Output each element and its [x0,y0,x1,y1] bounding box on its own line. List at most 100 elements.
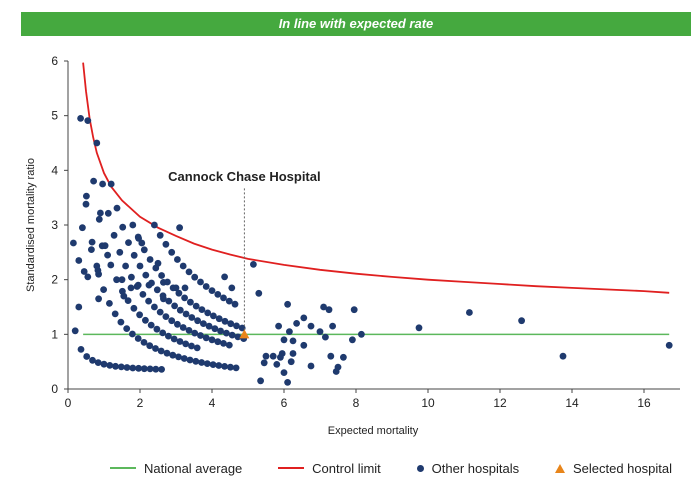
selected-hospital-swatch [554,463,565,473]
other-hospital-point [145,297,153,305]
other-hospital-point [284,300,291,308]
other-hospital-point [152,264,160,272]
other-hospital-point [151,303,158,311]
other-hospital-point [80,268,88,275]
other-hospital-point [152,365,160,373]
other-hospital-point [119,287,126,295]
x-tick-label: 10 [421,396,435,410]
other-hospital-point [286,328,293,335]
other-hospital-point [174,256,181,263]
other-hospital-point [127,273,135,281]
other-hospital-point [77,346,85,353]
other-hospital-point [118,276,126,284]
other-hospital-point [101,242,109,250]
other-hospital-point [164,278,171,286]
other-hospital-point [136,311,144,319]
other-hospital-point [200,320,207,327]
y-tick-label: 6 [51,54,58,68]
other-hospital-point [320,303,327,311]
other-hospital-point [176,338,184,345]
other-hospital-point [349,336,356,344]
other-hospital-point [99,180,106,188]
other-hospital-point [273,361,281,368]
other-hospital-point [181,284,189,292]
other-hospital-point [220,294,227,302]
x-tick-label: 6 [281,396,288,410]
other-hospital-point [191,329,199,337]
other-hospital-point [168,317,176,325]
other-hospital-point [159,329,167,337]
other-hospital-point [186,356,194,364]
legend: National average Control limit Other hos… [110,458,672,478]
other-hospital-point [185,327,193,334]
other-hospital-point [275,322,282,330]
other-hospital-point [170,335,178,343]
other-hospital-point [84,273,92,281]
other-hospital-point [192,302,200,310]
other-hospital-point [198,306,206,313]
other-hospital-point [83,353,91,360]
other-hospital-point [123,325,131,332]
other-hospital-point [215,362,223,369]
other-hospital-point [156,231,164,239]
other-hospital-point [147,321,155,329]
other-hospital-point [165,297,173,305]
other-hospital-point [187,298,194,306]
other-hospital-point [175,289,183,297]
other-hospital-point [129,330,136,338]
other-hospital-point [234,333,242,341]
other-hospital-point [559,352,567,360]
other-hospital-point [75,303,83,311]
other-hospital-point [260,359,268,367]
legend-item-selected-hospital: Selected hospital [554,461,672,476]
other-hospital-point [208,336,216,344]
other-hospital-point [322,333,329,341]
control-limit-swatch [278,467,305,469]
other-hospital-point [307,362,315,370]
other-hospital-point [204,309,212,317]
x-tick-label: 16 [637,396,651,410]
other-hospital-point [300,341,308,349]
other-hospital-point [340,353,347,361]
other-hospital-point [140,246,148,254]
other-hospital-point [97,209,104,217]
x-tick-label: 14 [565,396,579,410]
annotation-group: Cannock Chase Hospital [168,169,321,339]
other-hospital-point [84,117,92,124]
other-hospital-point [188,342,195,350]
other-hospital-point [232,364,240,372]
other-hospital-point [88,238,96,246]
other-hospital-point [210,312,217,320]
other-hospital-point [329,322,336,330]
other-hospital-point [194,317,202,325]
other-hospital-point [157,347,165,355]
other-hospital-point [107,180,115,188]
legend-item-national-average: National average [110,461,242,476]
other-hospital-point [250,261,257,268]
other-hospital-point [307,322,315,330]
other-hospital-point [88,246,95,254]
legend-item-control-limit: Control limit [278,461,381,476]
other-hospital-point [182,340,190,348]
other-hospital-point [116,248,124,256]
other-hospital-point [203,360,211,367]
y-tick-label: 2 [51,273,58,287]
other-hospital-point [175,353,182,361]
other-hospital-point [94,267,102,274]
other-hospital-point [77,115,84,122]
other-hospital-point [162,240,170,248]
other-hospital-point [93,139,101,147]
other-hospital-point [165,332,172,340]
other-hospital-point [153,325,161,333]
other-hospital-point [284,379,291,386]
other-hospital-point [221,273,229,281]
other-hospital-point [223,329,230,337]
other-hospital-point [169,351,177,359]
other-hospital-point [140,365,148,373]
other-hospital-point [152,345,159,352]
other-hospital-point [104,209,112,217]
other-hospital-point [289,337,297,345]
other-hospital-point [123,364,131,371]
